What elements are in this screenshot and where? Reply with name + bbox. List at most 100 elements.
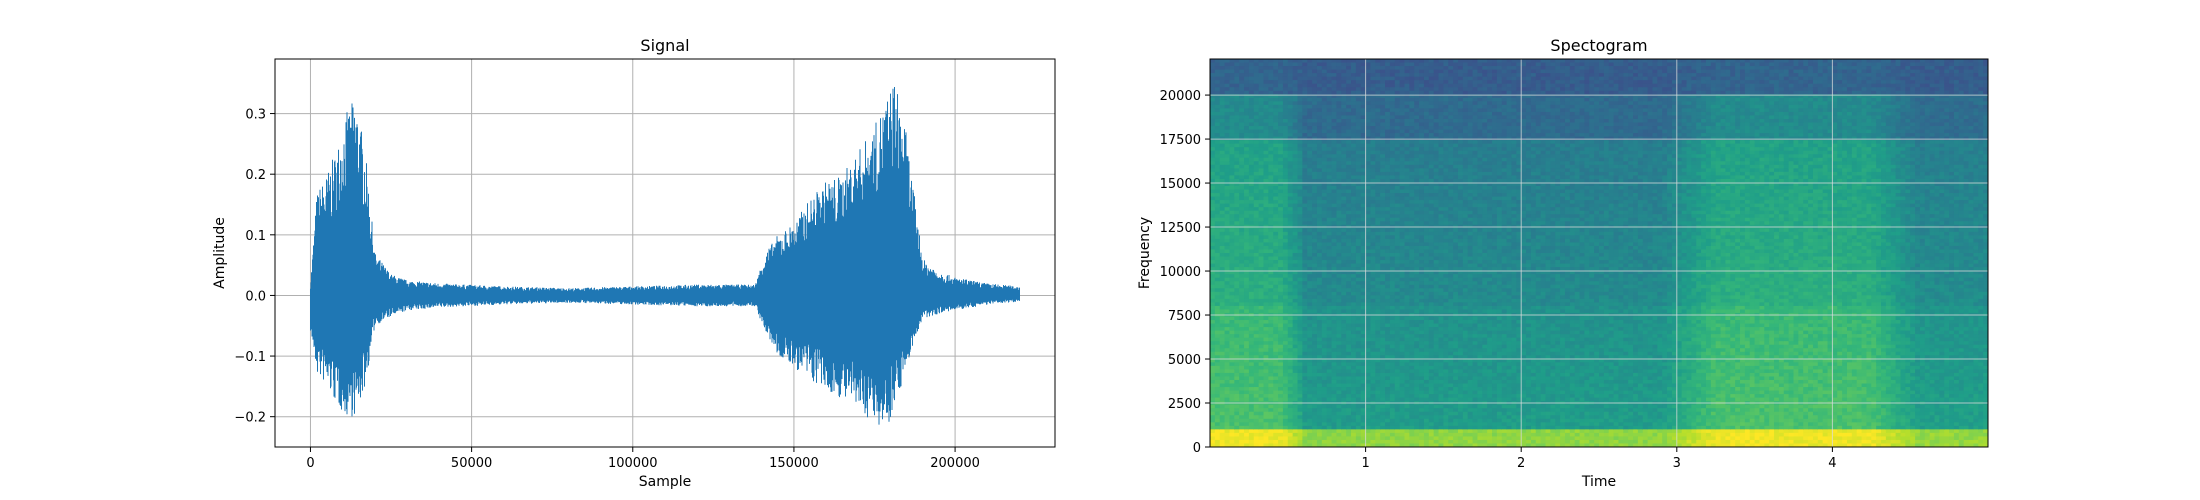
spectrogram-cell [1268, 228, 1274, 233]
spectrogram-cell [1229, 390, 1235, 395]
spectrogram-cell [1248, 189, 1255, 194]
spectrogram-cell [1239, 171, 1245, 176]
spectrogram-cell [1253, 351, 1260, 356]
spectrogram-cell [1380, 83, 1386, 88]
spectrogram-cell [1287, 214, 1294, 219]
spectrogram-cell [1341, 418, 1347, 423]
spectrogram-cell [1414, 97, 1420, 102]
spectrogram-cell [1292, 316, 1299, 321]
spectrogram-cell [1385, 291, 1391, 296]
spectrogram-cell [1394, 94, 1401, 99]
spectrogram-cell [1282, 387, 1289, 392]
spectrogram-cell [1394, 118, 1401, 124]
spectrogram-cell [1375, 115, 1381, 120]
spectrogram-cell [1278, 383, 1284, 388]
spectrogram-cell [1287, 182, 1294, 187]
spectrogram-cell [1268, 436, 1274, 441]
spectrogram-cell [1355, 418, 1362, 423]
spectrogram-cell [1219, 330, 1226, 335]
spectrogram-cell [1210, 147, 1216, 152]
spectrogram-cell [1394, 87, 1401, 92]
spectrogram-cell [1297, 369, 1303, 374]
spectrogram-cell [1385, 249, 1391, 254]
spectrogram-cell [1423, 228, 1430, 233]
spectrogram-cell [1302, 355, 1308, 360]
spectrogram-cell [1244, 295, 1250, 300]
spectrogram-cell [1321, 355, 1328, 360]
spectrogram-cell [1239, 185, 1245, 191]
spectrogram-cell [1219, 83, 1226, 88]
spectrogram-cell [1244, 193, 1250, 198]
spectrogram-cell [1385, 404, 1391, 409]
spectrogram-cell [1331, 87, 1338, 92]
spectrogram-cell [1278, 288, 1284, 293]
spectrogram-cell [1365, 334, 1372, 339]
spectrogram-cell [1346, 115, 1352, 120]
spectrogram-cell [1302, 207, 1308, 212]
spectrogram-cell [1419, 214, 1425, 219]
spectrogram-cell [1321, 351, 1328, 356]
spectrogram-cell [1326, 203, 1333, 208]
spectrogram-cell [1404, 355, 1410, 360]
spectrogram-cell [1419, 73, 1425, 78]
spectrogram-cell [1326, 108, 1333, 113]
spectrogram-cell [1239, 295, 1245, 300]
spectrogram-cell [1331, 439, 1338, 445]
spectrogram-cell [1419, 397, 1425, 402]
spectrogram-cell [1331, 320, 1338, 325]
spectrogram-cell [1239, 369, 1245, 374]
spectrogram-cell [1355, 175, 1362, 180]
spectrogram-cell [1287, 242, 1294, 247]
spectrogram-cell [1229, 235, 1235, 240]
spectrogram-cell [1268, 330, 1274, 335]
spectrogram-cell [1321, 118, 1328, 124]
spectrogram-cell [1331, 256, 1338, 261]
spectrogram-cell [1229, 76, 1235, 81]
spectrogram-cell [1239, 66, 1245, 71]
spectrogram-cell [1282, 193, 1289, 198]
spectrogram-cell [1316, 150, 1323, 155]
spectrogram-cell [1287, 129, 1294, 134]
spectrogram-cell [1268, 193, 1274, 198]
spectrogram-cell [1287, 334, 1294, 339]
spectrogram-cell [1278, 231, 1284, 236]
spectrogram-cell [1273, 270, 1279, 275]
spectrogram-cell [1346, 355, 1352, 360]
spectrogram-cell [1282, 228, 1289, 233]
spectrogram-cell [1307, 256, 1313, 261]
spectrogram-cell [1423, 193, 1430, 198]
spectrogram-cell [1419, 358, 1425, 363]
spectrogram-cell [1258, 383, 1265, 388]
spectrogram-cell [1263, 256, 1269, 261]
spectrogram-cell [1336, 245, 1342, 251]
spectrogram-cell [1375, 164, 1381, 169]
spectrogram-cell [1370, 330, 1376, 335]
spectrogram-cell [1316, 281, 1323, 286]
spectrogram-cell [1399, 62, 1406, 67]
spectrogram-cell [1355, 171, 1362, 176]
spectrogram-cell [1214, 316, 1221, 321]
spectrogram-cell [1239, 394, 1245, 399]
spectrogram-cell [1219, 320, 1226, 325]
spectrogram-cell [1423, 104, 1430, 109]
spectrogram-cell [1307, 111, 1313, 117]
spectrogram-cell [1224, 196, 1231, 201]
spectrogram-cell [1365, 189, 1372, 194]
spectrogram-cell [1336, 277, 1342, 282]
spectrogram-cell [1210, 365, 1216, 370]
spectrogram-cell [1258, 126, 1265, 131]
spectrogram-cell [1341, 210, 1347, 215]
spectrogram-cell [1365, 111, 1372, 117]
spectrogram-cell [1234, 80, 1240, 85]
spectrogram-cell [1282, 291, 1289, 296]
spectrogram-cell [1219, 203, 1226, 208]
spectrogram-cell [1297, 390, 1303, 395]
spectrogram-cell [1302, 298, 1308, 303]
spectrogram-cell [1346, 425, 1352, 430]
spectrogram-cell [1346, 263, 1352, 268]
spectrogram-cell [1214, 302, 1221, 307]
spectrogram-cell [1297, 358, 1303, 363]
spectrogram-cell [1404, 309, 1410, 314]
spectrogram-cell [1316, 387, 1323, 392]
spectrogram-cell [1273, 66, 1279, 71]
